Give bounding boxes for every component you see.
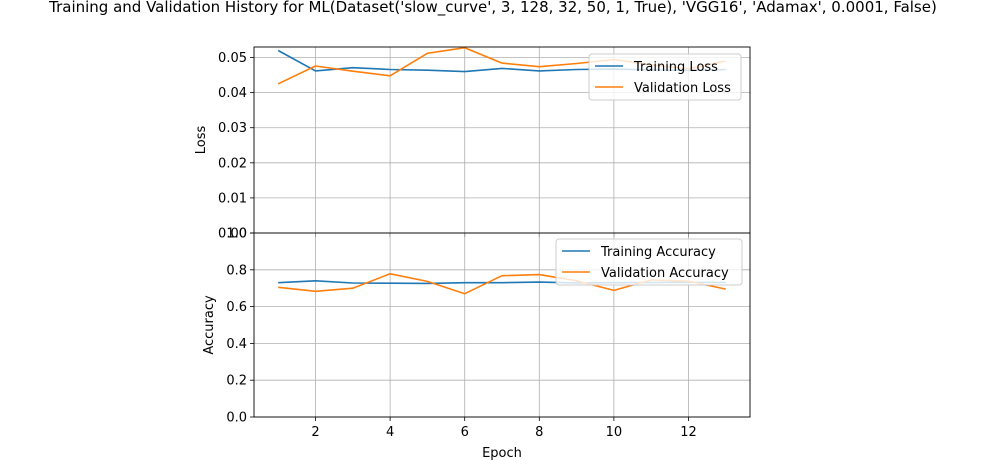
y-tick-label: 0.04	[218, 86, 247, 101]
axes-frame	[253, 232, 751, 418]
x-tick-label: 4	[386, 425, 394, 440]
legend-entry: Validation Accuracy	[601, 266, 729, 281]
y-tick-label: 0.6	[226, 300, 247, 315]
legend-box	[555, 238, 743, 286]
x-tick-label: 2	[311, 425, 319, 440]
y-tick-label: 0.2	[226, 374, 247, 389]
y-tick-label: 0.00	[218, 227, 247, 242]
y-tick-label: 0.0	[226, 411, 247, 426]
y-tick-label: 0.4	[226, 337, 247, 352]
y-tick-label: 0.8	[226, 263, 247, 278]
y-tick-label: 1.0	[226, 227, 247, 242]
figure-title: Training and Validation History for ML(D…	[48, 0, 937, 17]
y-tick-label: 0.03	[218, 121, 247, 136]
x-tick-label: 10	[606, 425, 623, 440]
y-tick-label: 0.02	[218, 156, 247, 171]
loss-panel: 0.00 0.01 0.02 0.03 0.04 0.05 Loss Training Los…	[194, 46, 751, 242]
legend-box	[588, 53, 742, 101]
legend: Training Loss Validation Loss	[588, 53, 742, 101]
x-tick-label: 12	[680, 425, 697, 440]
x-axis-label: Epoch	[482, 446, 522, 460]
y-tick-label: 0.05	[218, 51, 247, 66]
legend-entry: Validation Loss	[634, 81, 731, 96]
x-tick-label: 8	[535, 425, 543, 440]
legend: Training Accuracy Validation Accuracy	[555, 238, 743, 286]
y-axis-label: Accuracy	[202, 295, 217, 355]
legend-entry: Training Loss	[633, 60, 718, 75]
legend-entry: Training Accuracy	[600, 245, 716, 260]
y-tick-label: 0.01	[218, 191, 247, 206]
accuracy-panel: 0.0 0.2 0.4 0.6 0.8 1.0 2 4 6 8 10 12 Accuracy Epoch T…	[202, 227, 751, 460]
y-axis-label: Loss	[194, 126, 209, 155]
x-tick-label: 6	[461, 425, 469, 440]
